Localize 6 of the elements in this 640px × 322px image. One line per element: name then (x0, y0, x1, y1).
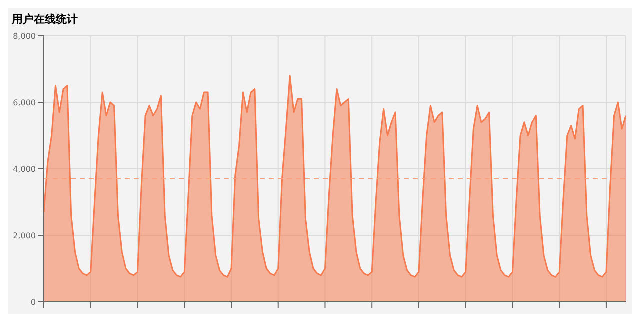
chart-title: 用户在线统计 (10, 12, 79, 28)
y-tick-label: 6,000 (13, 98, 36, 108)
y-tick-label: 0 (30, 298, 36, 307)
y-tick-label: 8,000 (13, 32, 36, 41)
y-tick-label: 4,000 (13, 164, 36, 174)
y-tick-label: 2,000 (13, 231, 36, 240)
